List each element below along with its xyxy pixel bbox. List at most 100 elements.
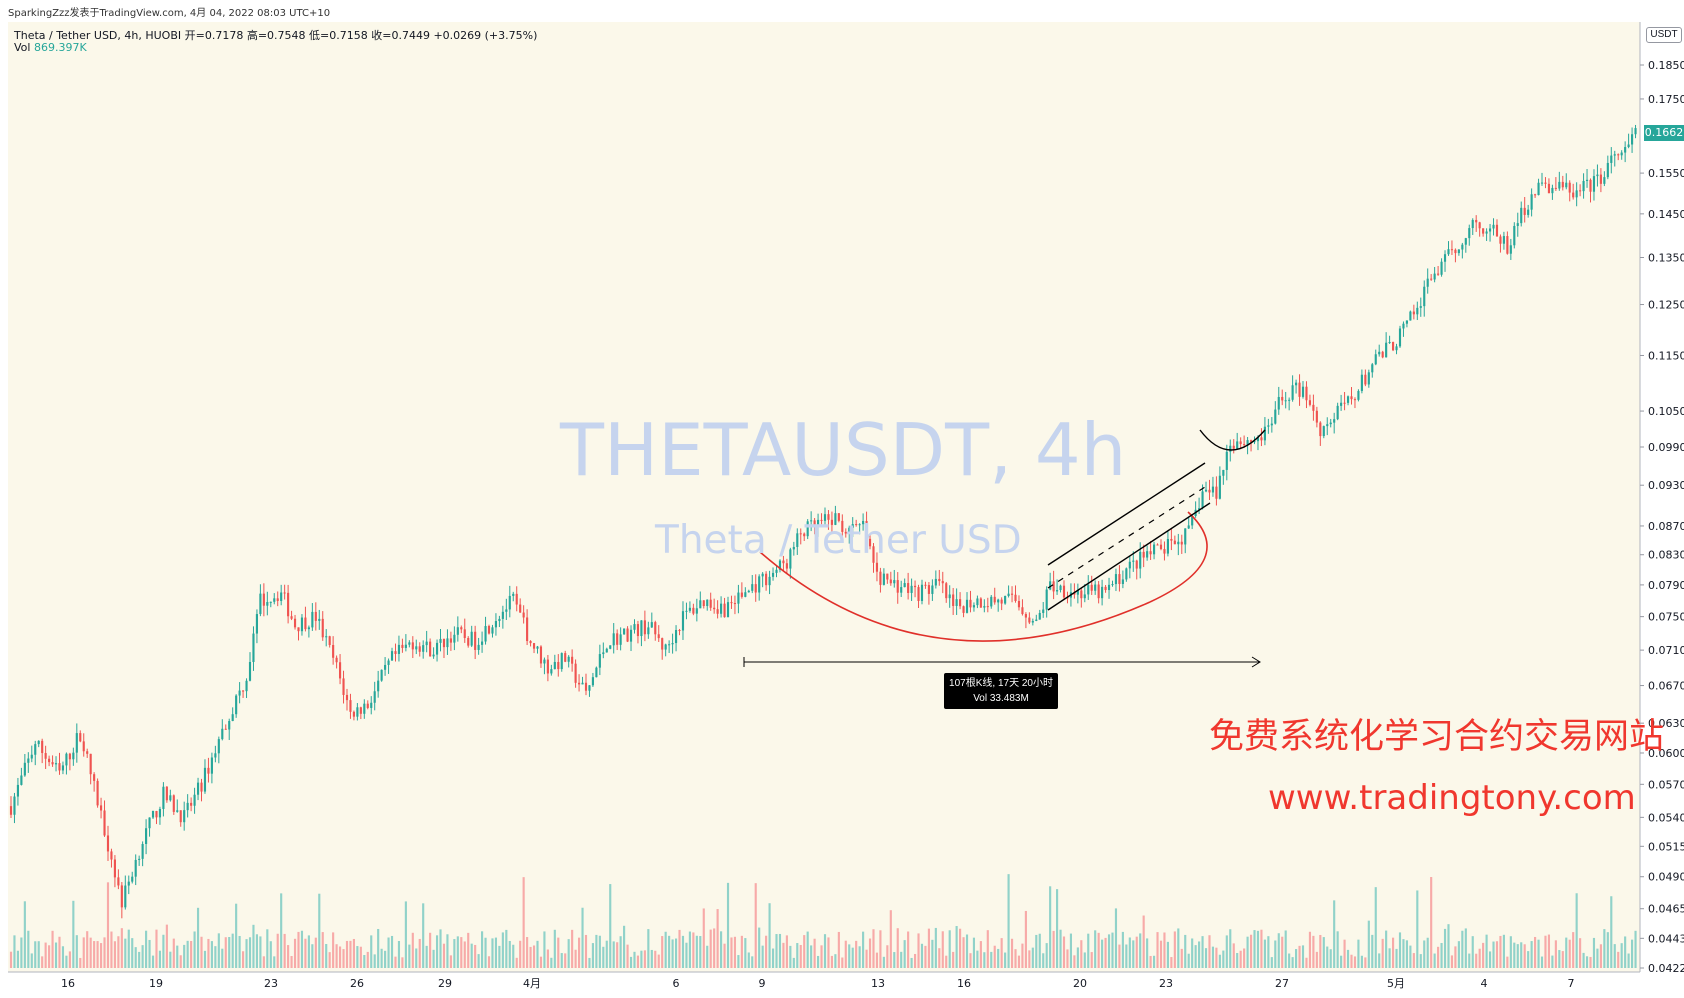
rounding-bottom-curve[interactable] (759, 551, 1151, 642)
volume-bar (1315, 951, 1318, 968)
drawings[interactable] (743, 429, 1266, 668)
date-range-measure-box: 107根K线, 17天 20小时 Vol 33.483M (944, 673, 1058, 709)
candle-body (803, 533, 806, 537)
candle-body (245, 680, 248, 692)
volume-bar (1128, 937, 1131, 968)
small-bowl-curve[interactable] (1199, 429, 1266, 451)
candle-body (1114, 574, 1118, 585)
candle-body (280, 592, 283, 601)
candle-body (1391, 342, 1395, 351)
volume-bar (986, 930, 989, 968)
volume-bar (602, 946, 605, 968)
candle-body (1010, 593, 1014, 595)
candle-body (782, 560, 785, 564)
channel-lower-line[interactable] (1047, 502, 1211, 611)
candle-body (924, 584, 927, 586)
candle-body (370, 702, 373, 708)
volume-bar (79, 957, 82, 968)
candle-body (404, 644, 407, 648)
volume-bar (1554, 940, 1557, 968)
candle-body (432, 654, 435, 657)
candle-body (318, 618, 321, 621)
candle-body (165, 786, 168, 801)
candle-body (273, 598, 276, 602)
candle-body (1558, 181, 1561, 189)
volume-bar (574, 949, 577, 968)
candle-body (1045, 589, 1048, 610)
candle-body (1596, 174, 1599, 177)
volume-bar (158, 950, 162, 968)
volume-legend[interactable]: Vol 869.397K (14, 41, 87, 54)
volume-bar (716, 909, 719, 968)
plot-area[interactable] (8, 22, 1640, 972)
volume-bar (965, 934, 969, 968)
volume-bar (1513, 942, 1516, 968)
volume-bar (661, 936, 664, 968)
volume-bar (418, 938, 421, 968)
volume-bar (730, 937, 733, 968)
volume-bar (1485, 934, 1488, 968)
candle-body (387, 660, 390, 665)
candle-body (543, 659, 546, 664)
volume-bar (491, 938, 494, 968)
y-tick-label: 0.1850 (1648, 59, 1684, 72)
candle-body (1326, 424, 1329, 427)
candle-body (1007, 593, 1010, 596)
candle-body (1416, 307, 1419, 315)
candle-body (1537, 182, 1540, 196)
volume-bar (1333, 900, 1336, 968)
candle-body (1267, 425, 1270, 427)
candle-body (979, 598, 982, 608)
candle-body (266, 602, 269, 606)
volume-bar (228, 937, 231, 968)
candle-body (1104, 586, 1107, 591)
candle-body (269, 601, 272, 603)
candle-body (1187, 525, 1190, 529)
candle-body (598, 654, 601, 668)
volume-bar (498, 945, 501, 968)
candle-body (619, 634, 622, 645)
candle-body (20, 775, 23, 785)
candle-body (1430, 278, 1433, 280)
candle-body (1204, 489, 1208, 492)
volume-bar (505, 929, 508, 968)
candle-body (228, 721, 231, 730)
candle-body (429, 641, 432, 657)
candle-body (255, 614, 259, 634)
candle-body (1156, 544, 1159, 546)
candle-body (893, 580, 896, 584)
volume-bar (713, 928, 716, 968)
volume-bar (1270, 957, 1273, 968)
candle-body (1146, 551, 1149, 558)
symbol-ohlc-legend[interactable]: Theta / Tether USD, 4h, HUOBI 开=0.7178 高… (14, 29, 538, 42)
candle-body (983, 606, 986, 608)
volume-bar (1592, 937, 1596, 968)
volume-bar (193, 931, 196, 968)
volume-bar (1589, 956, 1592, 968)
volume-bar (927, 928, 930, 968)
candle-body (789, 549, 792, 569)
candle-body (127, 881, 130, 886)
volume-bar (1360, 955, 1363, 968)
volume-bar (546, 949, 549, 968)
volume-bar (1035, 934, 1038, 968)
candle-body (657, 634, 660, 639)
candle-body (449, 638, 452, 643)
candle-body (1433, 273, 1436, 280)
candle-body (945, 583, 948, 599)
candle-body (1274, 409, 1277, 424)
rounding-bottom-arrow[interactable] (1149, 511, 1208, 603)
candle-body (1159, 544, 1163, 550)
currency-selector[interactable]: USDT (1646, 27, 1682, 43)
volume-bar (1620, 943, 1623, 968)
volume-bar (1520, 942, 1523, 968)
volume-bar (415, 948, 418, 968)
candle-body (1017, 600, 1021, 608)
y-tick-label: 0.0990 (1648, 441, 1684, 454)
candle-body (207, 767, 210, 774)
volume-bar (782, 942, 785, 968)
channel-upper-line[interactable] (1047, 462, 1206, 566)
volume-bar (837, 931, 840, 968)
candle-body (747, 590, 750, 593)
